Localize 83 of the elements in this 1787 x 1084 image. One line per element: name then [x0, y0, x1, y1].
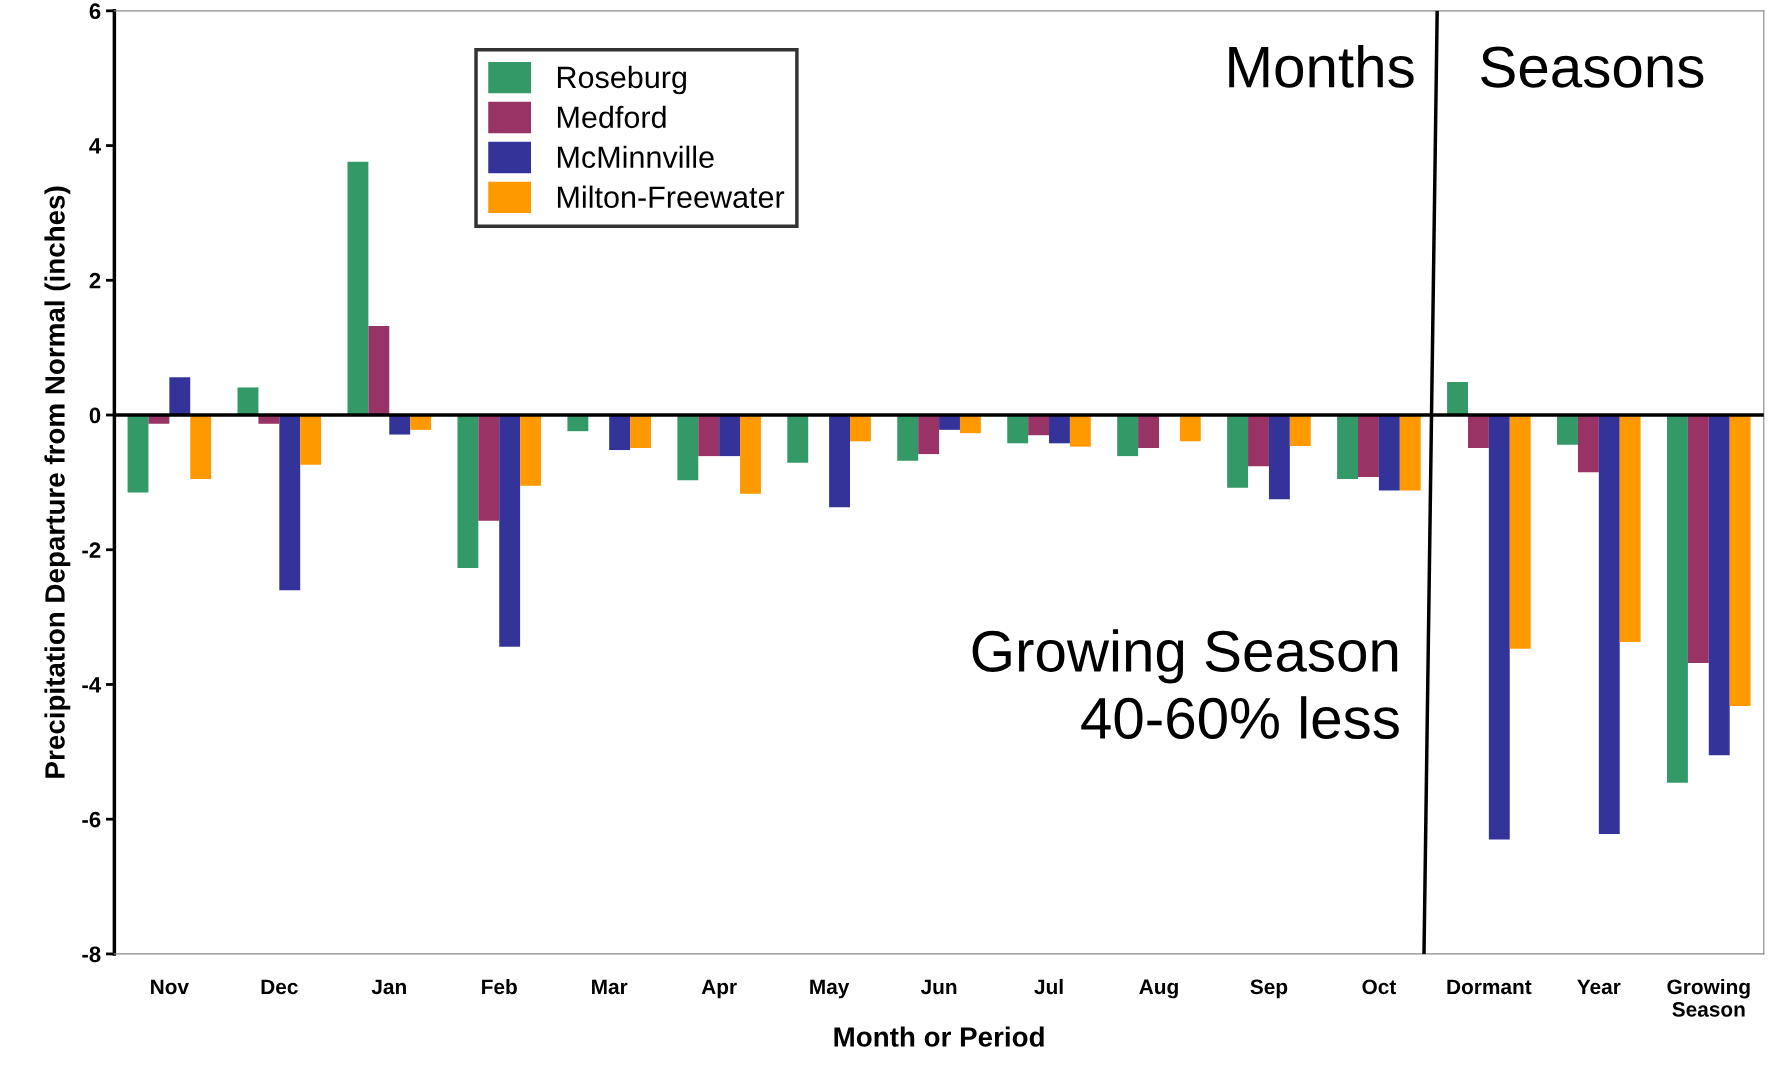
- bar: [1399, 415, 1421, 491]
- bar: [457, 415, 479, 568]
- bar: [1049, 415, 1070, 444]
- bar: [1557, 415, 1578, 445]
- x-tick-label: Jul: [1034, 978, 1063, 995]
- bar: [1598, 415, 1620, 835]
- x-tick-label: Growing Season: [1667, 978, 1750, 1017]
- legend-label: Milton-Freewater: [557, 185, 785, 209]
- bar: [1337, 415, 1359, 480]
- y-tick-label: 2: [89, 272, 101, 289]
- annotation: Seasons: [1481, 46, 1704, 88]
- bar: [1248, 415, 1269, 467]
- bar: [1619, 415, 1641, 643]
- bar: [237, 387, 259, 416]
- bar: [1378, 415, 1400, 491]
- y-tick-label: -2: [82, 542, 101, 558]
- y-tick-label: -6: [82, 811, 101, 828]
- bar: [1447, 382, 1468, 416]
- x-tick-label: Sep: [1250, 979, 1288, 999]
- x-tick-label: Jun: [920, 979, 957, 995]
- bar: [1138, 415, 1159, 449]
- bar: [1577, 415, 1599, 473]
- bar: [1028, 415, 1050, 436]
- bar: [1358, 415, 1379, 477]
- bar: [1227, 415, 1249, 488]
- bar: [719, 415, 741, 457]
- bar: [389, 415, 411, 435]
- bar: [1268, 415, 1290, 500]
- x-axis-title: Month or Period: [834, 1026, 1044, 1047]
- bar: [1007, 415, 1029, 444]
- bar: [1467, 415, 1489, 449]
- bar: [850, 415, 871, 442]
- bar: [1667, 415, 1688, 783]
- bar: [918, 415, 940, 455]
- annotation: Months: [1229, 44, 1414, 88]
- bar: [368, 326, 390, 416]
- bar: [897, 415, 919, 461]
- bar: [279, 415, 301, 591]
- x-tick-label: Feb: [482, 978, 517, 995]
- bar: [1708, 415, 1730, 756]
- bar: [609, 415, 631, 451]
- x-tick-label: Dec: [261, 979, 298, 995]
- x-tick-label: May: [810, 979, 850, 999]
- annotation: Growing Season 40-60% less: [972, 629, 1399, 740]
- y-tick-label: -8: [82, 946, 101, 963]
- legend-label: Medford: [557, 105, 666, 129]
- bar: [1069, 415, 1091, 447]
- bar: [1117, 415, 1139, 457]
- legend-label: McMinnville: [557, 145, 714, 169]
- x-tick-label: Mar: [592, 979, 628, 995]
- bar: [300, 415, 322, 465]
- x-tick-label: Year: [1577, 979, 1621, 995]
- x-tick-label: Jan: [371, 979, 406, 995]
- bar: [1488, 415, 1510, 840]
- bar: [169, 377, 191, 416]
- bar: [677, 415, 699, 481]
- bar: [1509, 415, 1531, 649]
- bar: [347, 161, 369, 416]
- y-tick-label: 0: [89, 407, 101, 424]
- bar: [787, 415, 809, 463]
- bar: [1729, 415, 1751, 707]
- bar: [1179, 415, 1201, 442]
- x-tick-label: Nov: [151, 979, 189, 995]
- x-tick-label: Apr: [701, 979, 737, 999]
- x-tick-label: Dormant: [1447, 979, 1532, 995]
- bar: [127, 415, 149, 493]
- bar: [1289, 415, 1311, 446]
- bar: [740, 415, 761, 494]
- y-tick-label: 4: [89, 138, 102, 154]
- bar: [630, 415, 651, 449]
- y-tick-label: -4: [82, 677, 102, 693]
- y-tick-label: 6: [89, 3, 101, 20]
- y-axis-title: Precipitation Departure from Normal (inches): [44, 186, 71, 778]
- x-tick-label: Oct: [1362, 979, 1397, 995]
- bar: [520, 415, 542, 486]
- bar: [698, 415, 720, 457]
- bar: [478, 415, 500, 521]
- bar: [499, 415, 521, 647]
- bar: [829, 415, 850, 508]
- x-tick-label: Aug: [1139, 979, 1178, 999]
- bar: [190, 415, 212, 480]
- bar: [1687, 415, 1709, 663]
- legend-label: Roseburg: [557, 65, 686, 95]
